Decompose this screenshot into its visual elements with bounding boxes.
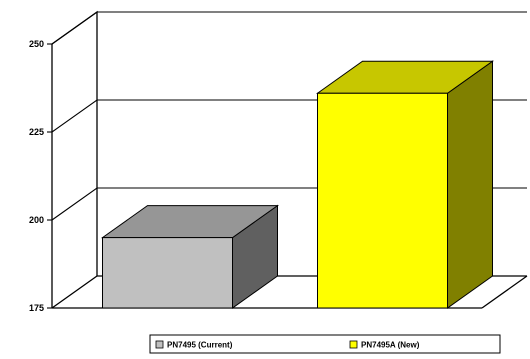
- bar-2: [318, 61, 493, 308]
- bar-front: [318, 93, 448, 308]
- y-tick-label: 250: [29, 39, 44, 49]
- legend-label-1: PN7495 (Current): [167, 341, 233, 350]
- legend: PN7495 (Current) PN7495A (New): [150, 335, 500, 353]
- bars: [103, 61, 493, 308]
- gridline: [52, 12, 527, 44]
- bar-front: [103, 238, 233, 308]
- legend-swatch-2: [350, 341, 357, 348]
- legend-swatch-1: [156, 341, 163, 348]
- legend-label-2: PN7495A (New): [361, 341, 420, 350]
- floor-left-edge: [52, 276, 97, 308]
- floor-right-edge: [482, 276, 527, 308]
- y-tick-label: 175: [29, 303, 44, 313]
- y-tick-label: 225: [29, 127, 44, 137]
- y-axis-ticks: 175 200 225 250: [29, 39, 52, 313]
- bar-side: [448, 61, 493, 308]
- bar-1: [103, 206, 278, 308]
- y-tick-label: 200: [29, 215, 44, 225]
